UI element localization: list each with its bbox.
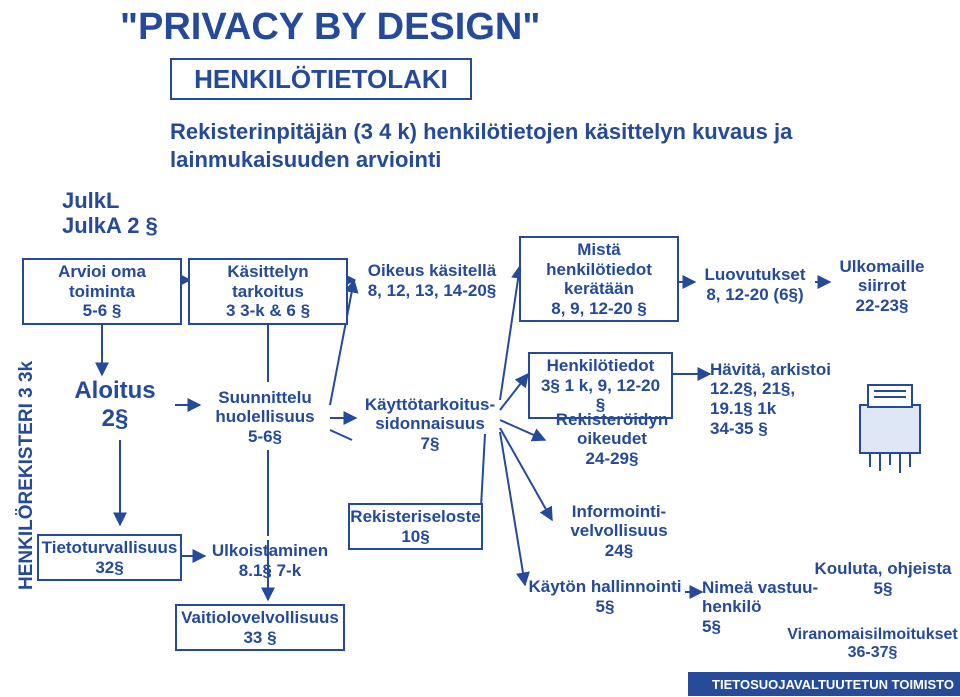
node-informointi: Informointi- velvollisuus 24§ (554, 500, 684, 562)
node-kaytto: Käyttötarkoitus- sidonnaisuus 7§ (355, 393, 505, 455)
subtitle-text: Rekisterinpitäjän (3 4 k) henkilötietoje… (170, 118, 870, 173)
node-rekisteriseloste: Rekisteriseloste 10§ (348, 503, 483, 550)
node-kasittelyn: Käsittelyn tarkoitus 3 3-k & 6 § (188, 258, 348, 325)
main-title: "PRIVACY BY DESIGN" (120, 6, 540, 49)
node-arvioi: Arvioi oma toiminta 5-6 § (22, 258, 182, 325)
node-rekisteroidyn: Rekisteröidyn oikeudet 24-29§ (547, 408, 677, 470)
node-kayton: Käytön hallinnointi 5§ (525, 576, 685, 618)
node-luovutukset: Luovutukset 8, 12-20 (6§) (695, 264, 815, 306)
node-tietoturva: Tietoturvallisuus 32§ (37, 534, 182, 581)
node-aloitus: Aloitus 2§ (60, 375, 170, 435)
node-julk: JulkL JulkA 2 § (62, 187, 182, 239)
node-ulkomaille: Ulkomaille siirrot 22-23§ (832, 255, 932, 317)
node-mista: Mistä henkilötiedot kerätään 8, 9, 12-20… (519, 236, 679, 322)
node-havita: Hävitä, arkistoi 12.2§, 21§, 19.1§ 1k 34… (710, 358, 860, 440)
heading-box: HENKILÖTIETOLAKI (170, 58, 472, 100)
node-vaitiolo: Vaitiolovelvollisuus 33 § (175, 604, 345, 651)
node-viranomais: Viranomaisilmoitukset 36-37§ (780, 623, 960, 665)
node-kouluta: Kouluta, ohjeista 5§ (803, 558, 960, 600)
diagram-stage: "PRIVACY BY DESIGN" HENKILÖTIETOLAKI Rek… (0, 0, 960, 697)
node-oikeus: Oikeus käsitellä 8, 12, 13, 14-20§ (352, 260, 512, 302)
node-ulkoistaminen: Ulkoistaminen 8.1§ 7-k (205, 540, 335, 582)
node-suunnittelu: Suunnittelu huolellisuus 5-6§ (200, 386, 330, 448)
shredder-icon (860, 385, 920, 473)
edge (500, 420, 545, 440)
footer-band: TIETOSUOJAVALTUUTETUN TOIMISTO (688, 672, 960, 696)
vertical-axis-label: HENKILÖREKISTERI 3 3k (16, 361, 38, 590)
edge (330, 430, 352, 440)
